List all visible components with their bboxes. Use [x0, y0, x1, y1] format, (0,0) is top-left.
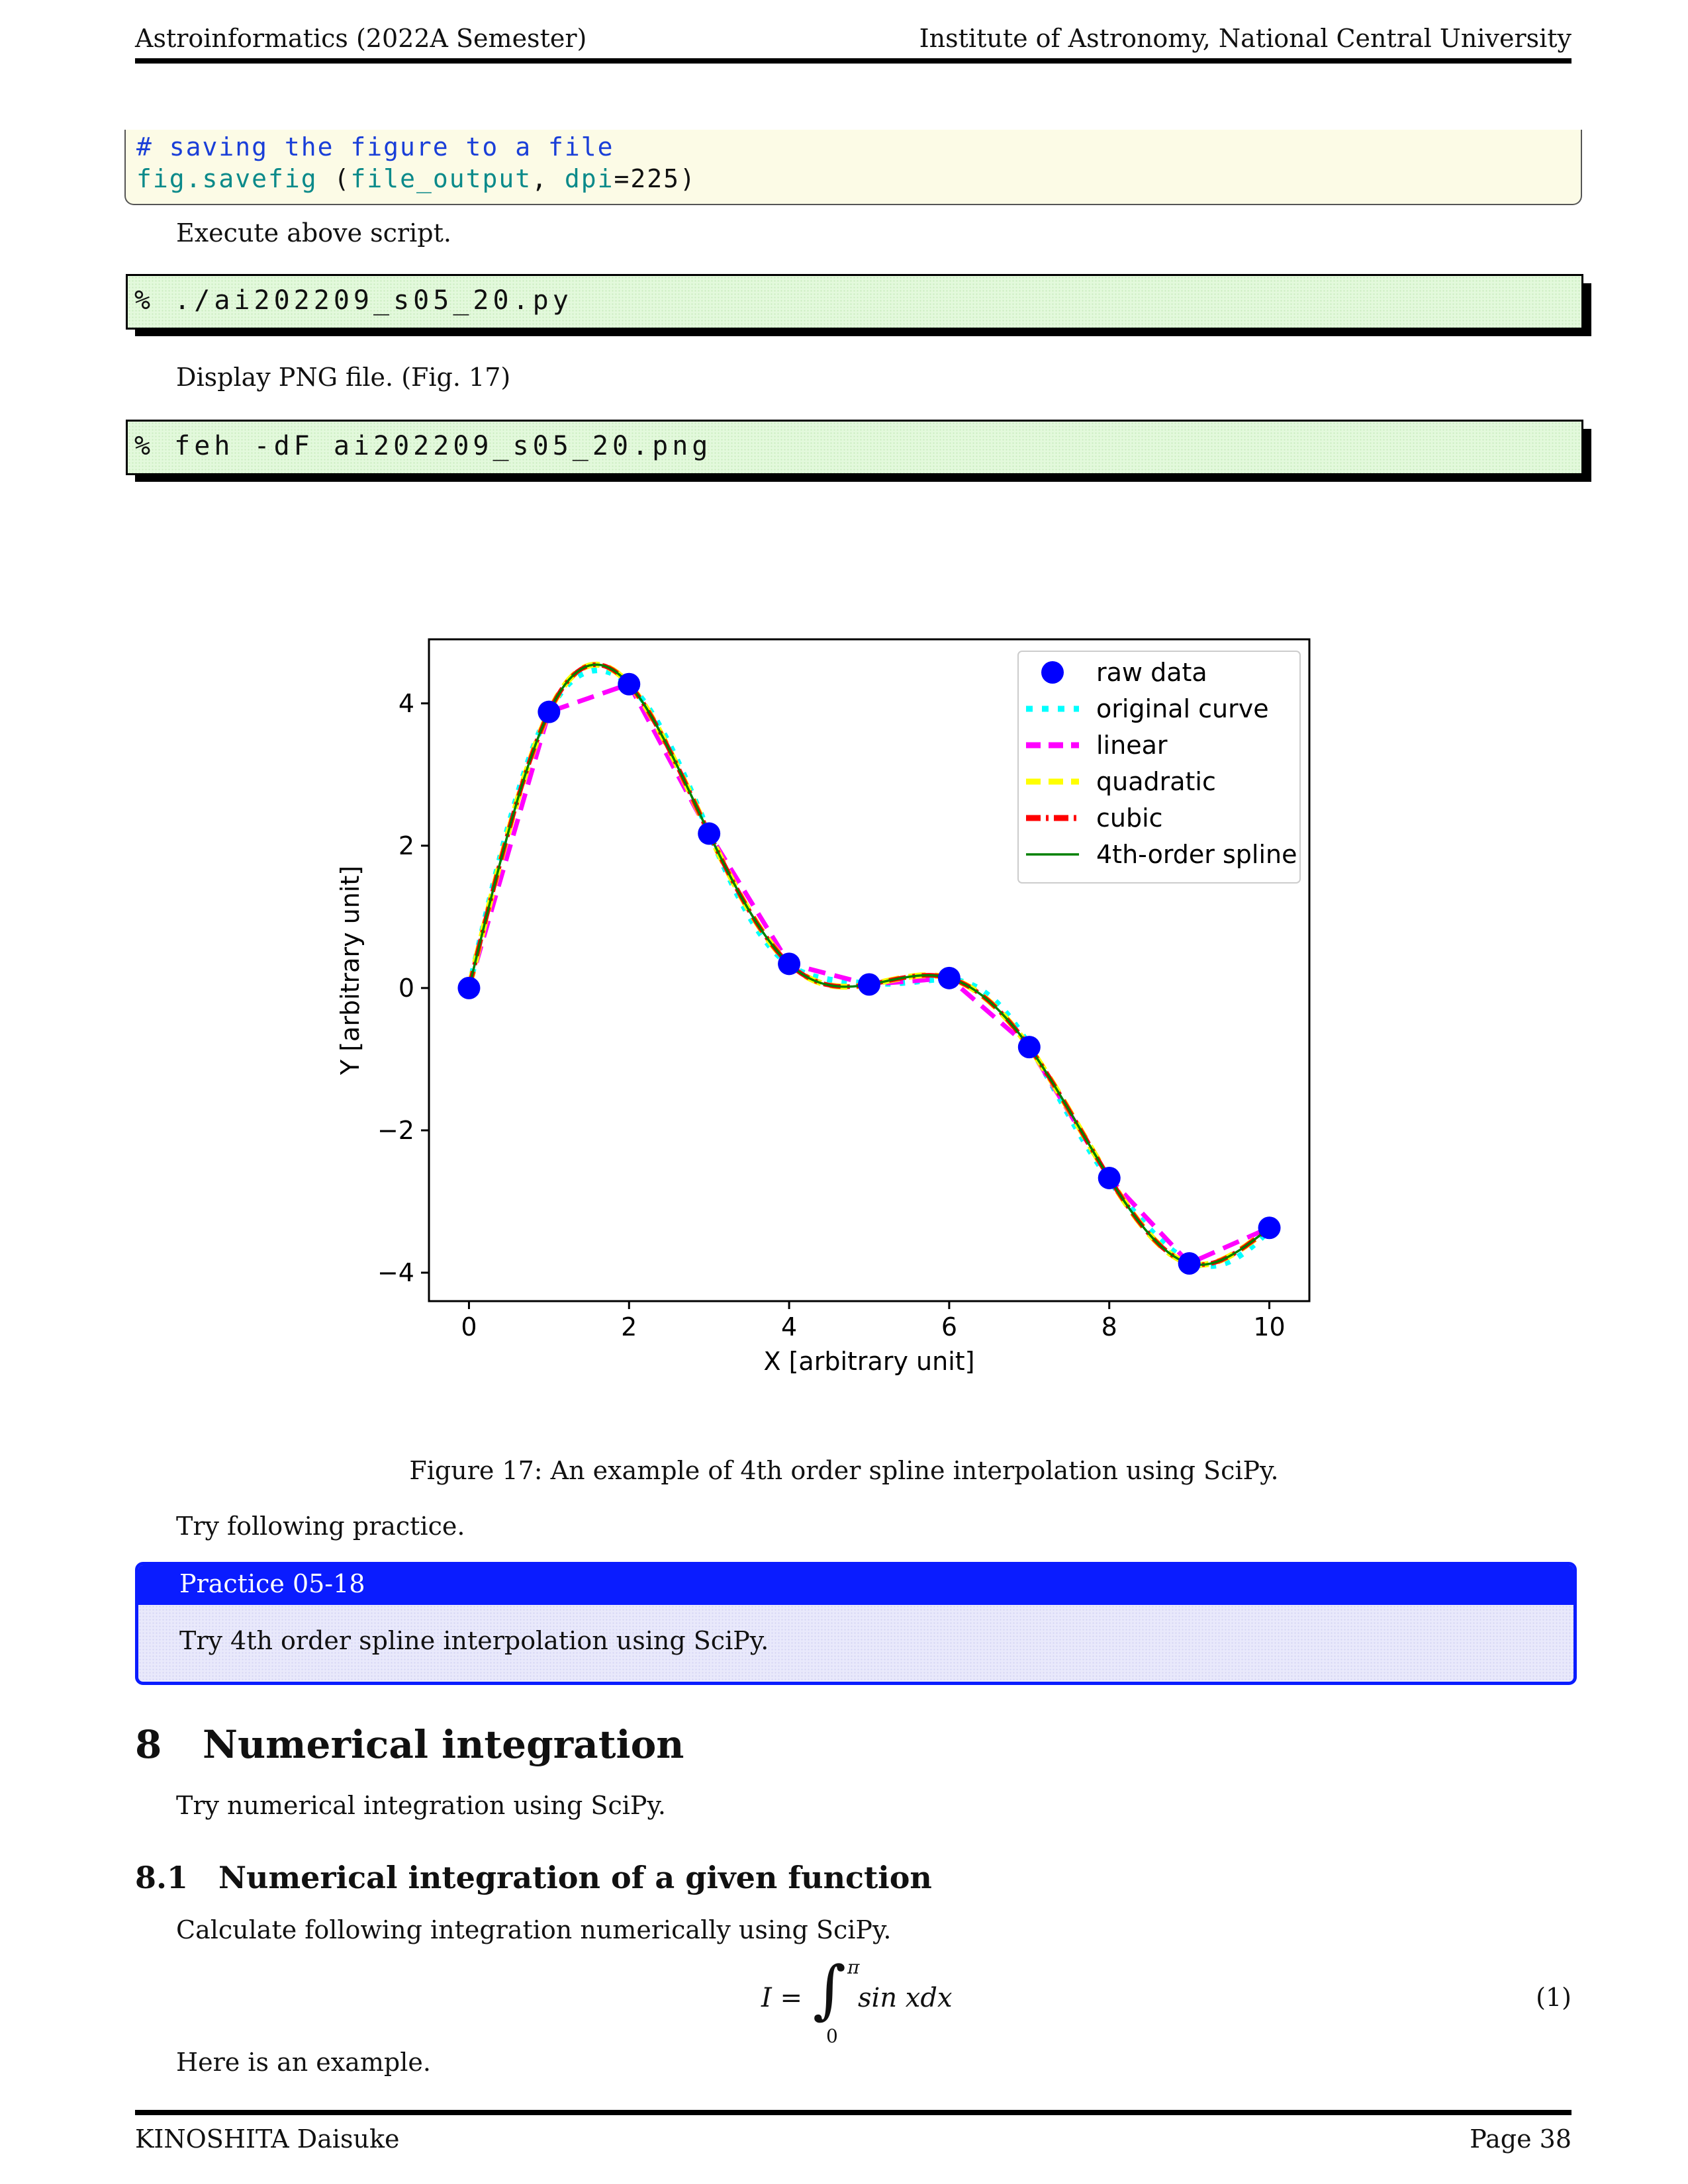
code-kw: dpi [564, 164, 614, 193]
try-practice-text: Try following practice. [176, 1512, 465, 1541]
y-axis-label: Y [arbitrary unit] [336, 866, 365, 1075]
code-listing: # saving the figure to a file fig.savefi… [124, 130, 1582, 205]
data-point [937, 966, 961, 989]
equation-number: (1) [1536, 1983, 1571, 2012]
code-comma: , [532, 164, 565, 193]
footer-right: Page 38 [1470, 2124, 1571, 2154]
figure-caption: Figure 17: An example of 4th order splin… [409, 1456, 1279, 1485]
practice-title: Practice 05-18 [179, 1569, 365, 1598]
legend-label: original curve [1096, 694, 1269, 723]
data-point [1098, 1166, 1121, 1189]
y-tick-label: −2 [377, 1116, 414, 1145]
code-rest: =225) [614, 164, 696, 193]
equation-lhs: I = [761, 1983, 803, 2013]
execute-text: Execute above script. [176, 218, 451, 248]
practice-body: Try 4th order spline interpolation using… [179, 1626, 769, 1655]
display-text: Display PNG file. (Fig. 17) [176, 363, 511, 392]
equation-lower-limit: 0 [826, 2025, 838, 2047]
y-tick-label: 2 [399, 831, 414, 860]
x-tick-label: 6 [941, 1312, 957, 1342]
x-tick-label: 10 [1253, 1312, 1285, 1342]
legend-label: raw data [1096, 658, 1207, 687]
x-tick-label: 8 [1102, 1312, 1117, 1342]
y-tick-label: −4 [377, 1258, 414, 1287]
header-left: Astroinformatics (2022A Semester) [135, 24, 587, 53]
data-point [538, 700, 561, 723]
legend-label: linear [1096, 731, 1168, 760]
data-point [1258, 1216, 1281, 1240]
code-savefig-line: fig.savefig (file_output, dpi=225) [136, 164, 696, 193]
terminal-box: % feh -dF ai202209_s05_20.png [126, 420, 1583, 475]
subsection-number: 8.1 [135, 1860, 189, 1895]
terminal-command: % ./ai202209_s05_20.py [134, 285, 573, 316]
try-integration-text: Try numerical integration using SciPy. [176, 1791, 666, 1820]
example-text: Here is an example. [176, 2048, 431, 2077]
header-rule [135, 58, 1571, 64]
integral-sign: ∫ [813, 1952, 847, 2026]
legend-label: 4th-order spline [1096, 840, 1297, 869]
subsection-title: Numerical integration of a given functio… [218, 1860, 932, 1895]
spline-chart: 0 2 4 6 8 10 −4 −2 0 2 4 X [arbitrary unit] Y [arbit… [336, 638, 1311, 1376]
legend-marker [1041, 661, 1064, 684]
legend-label: cubic [1096, 803, 1163, 833]
section-title: Numerical integration [203, 1722, 684, 1767]
terminal-box: % ./ai202209_s05_20.py [126, 274, 1583, 330]
code-paren: ( [317, 164, 351, 193]
y-tick-label: 4 [399, 689, 414, 718]
practice-box: Practice 05-18 Try 4th order spline inte… [135, 1562, 1577, 1685]
x-tick-label: 0 [461, 1312, 477, 1342]
section-number: 8 [135, 1722, 162, 1767]
equation-upper-limit: π [847, 1956, 860, 1978]
data-point [1017, 1036, 1041, 1059]
code-arg: file_output [350, 164, 532, 193]
data-point [457, 976, 481, 999]
footer-rule [135, 2110, 1571, 2115]
terminal-command: % feh -dF ai202209_s05_20.png [134, 431, 712, 461]
equation-integrand: sin xdx [858, 1983, 953, 2013]
data-point [858, 973, 880, 996]
code-func: fig.savefig [136, 164, 318, 193]
calculate-text: Calculate following integration numerica… [176, 1915, 892, 1944]
x-tick-label: 2 [621, 1312, 637, 1342]
data-point [1178, 1252, 1201, 1275]
legend-box [1017, 651, 1301, 884]
practice-header [138, 1565, 1573, 1605]
x-tick-label: 4 [781, 1312, 797, 1342]
legend-label: quadratic [1096, 767, 1216, 796]
footer-left: KINOSHITA Daisuke [135, 2124, 400, 2154]
x-axis-label: X [arbitrary unit] [764, 1347, 975, 1376]
data-point [618, 672, 641, 696]
data-point [778, 952, 801, 976]
code-comment-line: # saving the figure to a file [136, 132, 614, 161]
header-right: Institute of Astronomy, National Central… [919, 24, 1571, 53]
y-tick-label: 0 [399, 974, 414, 1003]
data-point [698, 822, 721, 845]
